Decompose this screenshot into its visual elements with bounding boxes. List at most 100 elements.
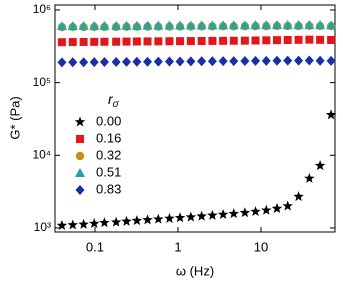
marker-star — [314, 160, 326, 171]
marker-star — [261, 204, 272, 215]
marker-diamond — [251, 55, 261, 66]
marker-diamond — [229, 56, 239, 67]
marker-square — [100, 37, 109, 46]
marker-star — [56, 220, 68, 230]
marker-diamond — [75, 185, 85, 195]
marker-star — [239, 207, 251, 218]
y-tick-label: 10⁵ — [33, 75, 51, 89]
marker-square — [316, 35, 325, 44]
marker-triangle — [326, 20, 337, 30]
marker-diamond — [68, 57, 78, 68]
marker-triangle — [89, 20, 100, 30]
marker-square — [186, 37, 195, 46]
marker-diamond — [89, 57, 99, 68]
marker-star — [196, 210, 207, 221]
x-tick-label: 1 — [174, 239, 181, 254]
marker-triangle — [282, 19, 293, 29]
y-tick-label: 10⁴ — [32, 147, 51, 161]
marker-square — [197, 36, 206, 45]
marker-star — [153, 213, 164, 224]
marker-square — [305, 35, 314, 44]
marker-square — [229, 36, 238, 45]
x-tick-label: 10 — [254, 239, 268, 254]
marker-triangle — [78, 20, 89, 30]
marker-square — [143, 37, 152, 46]
marker-triangle — [56, 21, 67, 31]
legend-label: 0.32 — [96, 147, 121, 162]
marker-star — [271, 203, 283, 213]
marker-star — [74, 116, 86, 127]
marker-triangle — [315, 20, 326, 30]
marker-diamond — [272, 55, 282, 66]
marker-square — [208, 36, 217, 45]
marker-triangle — [131, 20, 142, 30]
marker-square — [90, 37, 99, 46]
marker-star — [207, 209, 218, 220]
marker-triangle — [153, 20, 164, 30]
marker-diamond — [261, 55, 271, 66]
marker-triangle — [75, 168, 85, 177]
legend-label: 0.51 — [96, 164, 121, 179]
marker-star — [99, 217, 110, 228]
x-tick-label: 0.1 — [86, 239, 104, 254]
marker-triangle — [121, 20, 132, 30]
marker-diamond — [186, 56, 196, 67]
marker-star — [304, 172, 315, 183]
marker-diamond — [283, 55, 293, 66]
marker-triangle — [67, 21, 78, 31]
marker-diamond — [111, 56, 121, 67]
marker-diamond — [240, 55, 250, 66]
marker-diamond — [99, 57, 109, 68]
legend-label: 0.83 — [96, 181, 121, 196]
marker-diamond — [57, 57, 67, 68]
marker-square — [327, 35, 336, 44]
marker-square — [122, 37, 131, 46]
marker-star — [217, 209, 229, 219]
marker-diamond — [79, 57, 89, 68]
marker-triangle — [175, 20, 186, 30]
marker-triangle — [185, 20, 196, 30]
marker-triangle — [293, 19, 304, 29]
marker-triangle — [111, 20, 122, 30]
legend-label: 0.16 — [96, 130, 121, 145]
x-axis-label: ω (Hz) — [176, 263, 214, 278]
marker-triangle — [239, 20, 250, 30]
marker-star — [164, 212, 175, 223]
marker-diamond — [315, 55, 325, 66]
marker-square — [57, 38, 66, 47]
marker-triangle — [218, 20, 229, 30]
marker-square — [219, 36, 228, 45]
marker-star — [121, 215, 132, 226]
marker-square — [294, 35, 303, 44]
legend-title-sub: σ — [113, 99, 120, 110]
marker-square — [262, 36, 271, 45]
y-tick-label: 10³ — [34, 220, 51, 234]
marker-diamond — [175, 56, 185, 67]
marker-star — [89, 218, 100, 228]
marker-star — [131, 215, 143, 226]
marker-diamond — [304, 55, 314, 66]
marker-diamond — [143, 56, 153, 67]
marker-diamond — [294, 55, 304, 66]
marker-square — [272, 36, 281, 45]
marker-circle — [75, 151, 85, 161]
marker-triangle — [164, 20, 175, 30]
y-tick-label: 10⁶ — [33, 2, 51, 16]
marker-square — [154, 37, 163, 46]
marker-square — [76, 135, 84, 143]
marker-diamond — [132, 56, 142, 67]
marker-triangle — [271, 20, 282, 30]
marker-star — [250, 206, 261, 217]
marker-triangle — [207, 20, 218, 30]
marker-diamond — [153, 56, 163, 67]
marker-diamond — [164, 56, 174, 67]
marker-square — [68, 38, 77, 47]
marker-star — [142, 214, 153, 225]
marker-triangle — [142, 20, 153, 30]
marker-diamond — [218, 56, 228, 67]
marker-triangle — [304, 19, 315, 29]
marker-diamond — [197, 56, 207, 67]
marker-star — [185, 211, 197, 222]
marker-triangle — [196, 20, 207, 30]
